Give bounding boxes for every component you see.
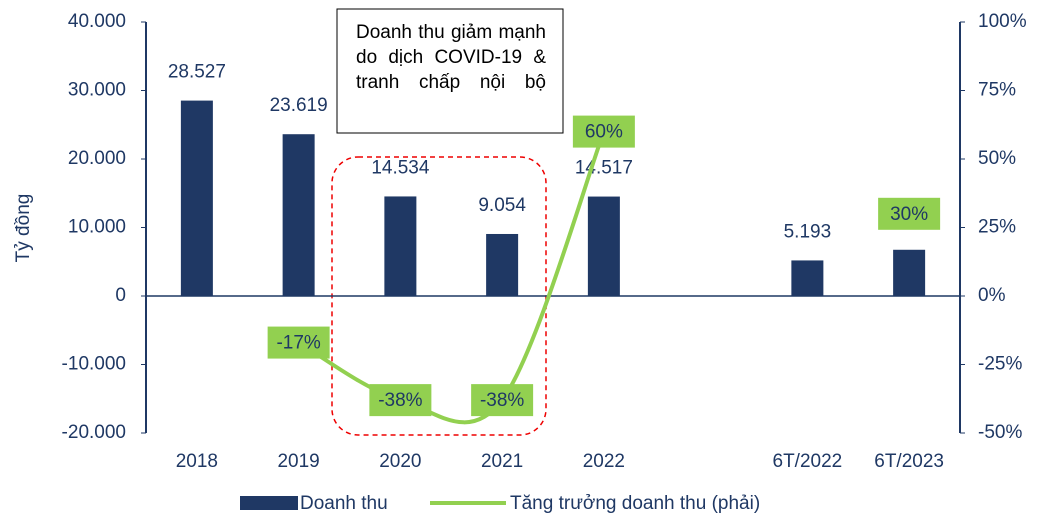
x-tick-label: 2018 bbox=[176, 451, 218, 472]
data-label: 23.619 bbox=[270, 95, 328, 116]
x-tick-label: 2020 bbox=[379, 451, 421, 472]
legend-label: Doanh thu bbox=[300, 493, 388, 514]
y-tick-label: -10.000 bbox=[62, 354, 126, 375]
y2-tick-label: 0% bbox=[978, 285, 1006, 306]
y2-tick-label: -50% bbox=[978, 422, 1022, 443]
y-tick-label: 40.000 bbox=[68, 11, 126, 32]
y-tick-label: 20.000 bbox=[68, 148, 126, 169]
data-label: 28.527 bbox=[168, 62, 226, 83]
y2-tick-label: -25% bbox=[978, 354, 1022, 375]
bar bbox=[791, 260, 824, 296]
data-label: -38% bbox=[480, 390, 524, 411]
y2-tick-label: 25% bbox=[978, 217, 1016, 238]
data-label-box bbox=[572, 115, 635, 148]
data-label: -17% bbox=[276, 333, 320, 354]
data-label: 9.054 bbox=[478, 195, 526, 216]
x-tick-label: 2022 bbox=[583, 451, 625, 472]
data-label-box bbox=[267, 326, 330, 359]
annotation: Doanh thu giảm mạnh do dịch COVID-19 & t… bbox=[356, 22, 546, 93]
x-tick-label: 6T/2023 bbox=[874, 451, 944, 472]
data-label-box bbox=[369, 384, 432, 417]
y-tick-label: 0 bbox=[115, 285, 126, 306]
data-label: 30% bbox=[890, 204, 928, 225]
data-label: 60% bbox=[585, 122, 623, 143]
data-label: -38% bbox=[378, 390, 422, 411]
bar bbox=[893, 249, 926, 296]
x-tick-label: 6T/2022 bbox=[773, 451, 843, 472]
y2-tick-label: 100% bbox=[978, 11, 1027, 32]
y2-tick-label: 75% bbox=[978, 80, 1016, 101]
data-label: 5.193 bbox=[784, 221, 832, 242]
y-tick-label: 10.000 bbox=[68, 217, 126, 238]
bar bbox=[587, 196, 620, 296]
bar bbox=[282, 134, 315, 296]
bar bbox=[384, 196, 417, 296]
data-label: 14.517 bbox=[575, 158, 633, 179]
legend-swatch bbox=[240, 496, 298, 510]
legend-label: Tăng trưởng doanh thu (phải) bbox=[510, 493, 760, 514]
annotation-text: Doanh thu giảm mạnh do dịch COVID-19 & t… bbox=[356, 22, 546, 93]
data-label-box bbox=[471, 384, 534, 417]
y-tick-label: -20.000 bbox=[62, 422, 126, 443]
x-tick-label: 2021 bbox=[481, 451, 523, 472]
y-tick-label: 30.000 bbox=[68, 80, 126, 101]
bar bbox=[486, 233, 519, 296]
y-axis-label: Tỷ đồng bbox=[13, 194, 34, 263]
y2-tick-label: 50% bbox=[978, 148, 1016, 169]
annotation-box bbox=[336, 8, 564, 134]
data-label: 14.534 bbox=[371, 157, 430, 178]
bar bbox=[180, 100, 213, 296]
data-label-box bbox=[878, 197, 941, 230]
x-tick-label: 2019 bbox=[277, 451, 319, 472]
